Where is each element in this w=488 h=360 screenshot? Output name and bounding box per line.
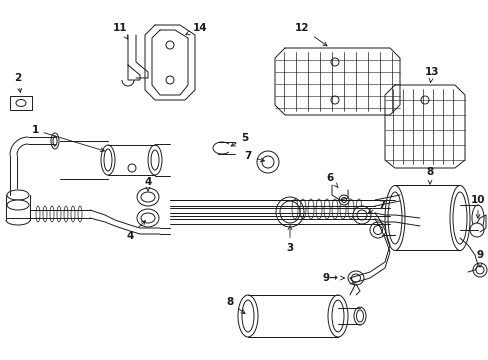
Ellipse shape bbox=[36, 206, 40, 222]
Ellipse shape bbox=[280, 201, 299, 223]
Text: 8: 8 bbox=[226, 297, 244, 314]
Ellipse shape bbox=[128, 164, 136, 172]
Ellipse shape bbox=[387, 192, 401, 244]
Ellipse shape bbox=[7, 200, 29, 210]
Ellipse shape bbox=[262, 156, 273, 168]
Ellipse shape bbox=[353, 307, 365, 325]
Text: 14: 14 bbox=[185, 23, 207, 35]
Ellipse shape bbox=[331, 300, 343, 332]
Ellipse shape bbox=[57, 206, 61, 222]
Ellipse shape bbox=[151, 150, 159, 170]
Ellipse shape bbox=[137, 188, 159, 206]
Ellipse shape bbox=[475, 266, 483, 274]
Ellipse shape bbox=[369, 222, 385, 238]
Ellipse shape bbox=[452, 192, 466, 244]
Ellipse shape bbox=[165, 76, 174, 84]
Ellipse shape bbox=[420, 96, 428, 104]
Ellipse shape bbox=[137, 209, 159, 227]
Ellipse shape bbox=[242, 300, 253, 332]
Text: 2: 2 bbox=[14, 73, 21, 93]
Ellipse shape bbox=[7, 190, 29, 200]
Text: 13: 13 bbox=[424, 67, 438, 83]
Ellipse shape bbox=[257, 151, 279, 173]
Ellipse shape bbox=[165, 41, 174, 49]
Ellipse shape bbox=[16, 99, 26, 107]
Ellipse shape bbox=[472, 263, 486, 277]
Ellipse shape bbox=[338, 195, 348, 205]
Ellipse shape bbox=[449, 185, 469, 251]
Ellipse shape bbox=[238, 295, 258, 337]
Ellipse shape bbox=[330, 58, 338, 66]
Ellipse shape bbox=[101, 145, 115, 175]
Ellipse shape bbox=[141, 192, 155, 202]
Ellipse shape bbox=[347, 271, 363, 285]
Ellipse shape bbox=[141, 213, 155, 223]
Text: 6: 6 bbox=[325, 173, 338, 188]
Text: 12: 12 bbox=[294, 23, 326, 46]
Text: 7: 7 bbox=[244, 151, 264, 162]
Ellipse shape bbox=[356, 210, 366, 220]
Bar bbox=[10, 96, 32, 110]
Ellipse shape bbox=[64, 206, 68, 222]
Ellipse shape bbox=[351, 274, 360, 282]
Ellipse shape bbox=[71, 206, 75, 222]
Text: 9: 9 bbox=[475, 250, 483, 267]
Ellipse shape bbox=[50, 206, 54, 222]
Text: 10: 10 bbox=[470, 195, 484, 218]
Bar bbox=[394, 185, 459, 250]
Ellipse shape bbox=[104, 149, 112, 171]
Text: 4: 4 bbox=[144, 177, 151, 191]
Text: 7: 7 bbox=[367, 200, 385, 213]
Ellipse shape bbox=[53, 136, 57, 146]
Ellipse shape bbox=[275, 197, 304, 227]
Text: 8: 8 bbox=[426, 167, 433, 184]
Ellipse shape bbox=[78, 206, 82, 222]
Text: 5: 5 bbox=[231, 133, 248, 146]
Ellipse shape bbox=[469, 223, 483, 237]
Text: 1: 1 bbox=[31, 125, 104, 152]
Text: 9→: 9→ bbox=[322, 273, 344, 283]
Ellipse shape bbox=[356, 310, 363, 322]
Ellipse shape bbox=[148, 145, 162, 175]
Ellipse shape bbox=[330, 96, 338, 104]
Text: 4: 4 bbox=[126, 221, 145, 241]
Ellipse shape bbox=[341, 198, 346, 202]
Ellipse shape bbox=[352, 206, 370, 224]
Bar bbox=[247, 295, 337, 337]
Ellipse shape bbox=[384, 185, 404, 251]
Ellipse shape bbox=[51, 133, 59, 149]
Ellipse shape bbox=[373, 225, 382, 234]
Ellipse shape bbox=[471, 205, 483, 231]
Ellipse shape bbox=[43, 206, 47, 222]
Text: 11: 11 bbox=[113, 23, 127, 39]
Ellipse shape bbox=[327, 295, 347, 337]
Text: 3: 3 bbox=[286, 226, 293, 253]
